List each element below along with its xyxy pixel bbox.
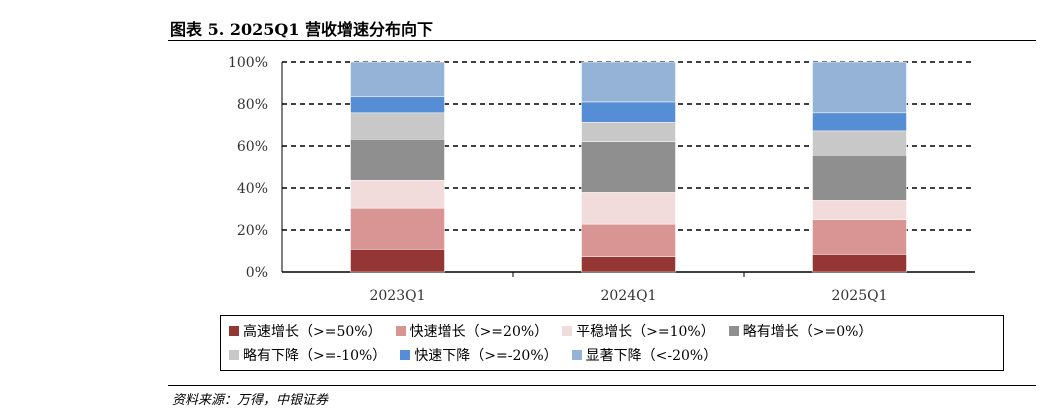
bar-segment [812,130,907,156]
legend-item: 高速增长（>=50%） [229,319,382,343]
title-divider [168,40,1036,41]
legend-swatch [571,350,582,360]
y-tick-label: 0% [246,265,268,281]
legend-swatch [229,350,239,360]
legend-label: 略有下降（>=-10%） [243,348,387,364]
bar-segment [350,96,445,114]
bar-segment [812,219,907,255]
legend-label: 平稳增长（>=10%） [576,324,715,340]
bar-segment [581,192,676,225]
bar-segment [581,101,676,123]
bar-segment [350,139,445,181]
legend-label: 略有增长（>=0%） [742,324,873,340]
chart-title: 图表 5. 2025Q1 营收增速分布向下 [170,20,434,39]
bar-segment [581,141,676,193]
y-tick-label: 40% [237,181,268,197]
bar-segment [350,249,445,273]
legend-label: 快速下降（>=-20%） [414,348,558,364]
bar-segment [350,179,445,209]
source-note: 资料来源：万得，中银证券 [172,393,329,408]
y-tick-label: 100% [228,55,268,71]
stacked-bar-chart: 0% 20% 40% 60% 80% 100% 2023Q1 2024Q1 2025Q1 [228,55,975,304]
y-tick-label: 60% [237,139,268,155]
bar-segment [812,200,907,220]
y-tick-label: 20% [237,223,268,239]
bar-segment [581,61,676,103]
legend: 高速增长（>=50%） 快速增长（>=20%） 平稳增长（>=10%） 略有增长（>=… [220,315,1004,371]
legend-swatch [562,326,573,336]
bar-segment [812,154,907,201]
source-divider [168,385,1036,386]
y-tick-label: 80% [237,97,268,113]
legend-label: 快速增长（>=20%） [409,324,549,340]
legend-item: 快速增长（>=20%） [395,319,549,343]
legend-item: 略有下降（>=-10%） [229,343,386,367]
x-tick-label: 2025Q1 [831,288,887,304]
legend-swatch [728,326,739,336]
legend-item: 平稳增长（>=10%） [562,319,715,343]
legend-item: 快速下降（>=-20%） [400,343,558,367]
bar-segment [350,61,445,97]
bar-segment [350,207,445,250]
legend-swatch [395,326,406,336]
x-tick-label: 2023Q1 [369,288,425,304]
bar-segment [812,61,907,114]
legend-label: 高速增长（>=50%） [243,324,382,340]
legend-label: 显著下降（<-20%） [585,348,718,364]
bar-segment [581,256,676,273]
legend-swatch [229,326,239,336]
legend-item: 略有增长（>=0%） [728,319,873,343]
bar-segment [812,112,907,132]
bar-segment [581,122,676,142]
bar-segment [350,112,445,140]
x-tick-label: 2024Q1 [600,288,656,304]
bar-segment [812,254,907,273]
legend-item: 显著下降（<-20%） [571,343,718,367]
legend-swatch [400,350,411,360]
bar-segment [581,223,676,257]
